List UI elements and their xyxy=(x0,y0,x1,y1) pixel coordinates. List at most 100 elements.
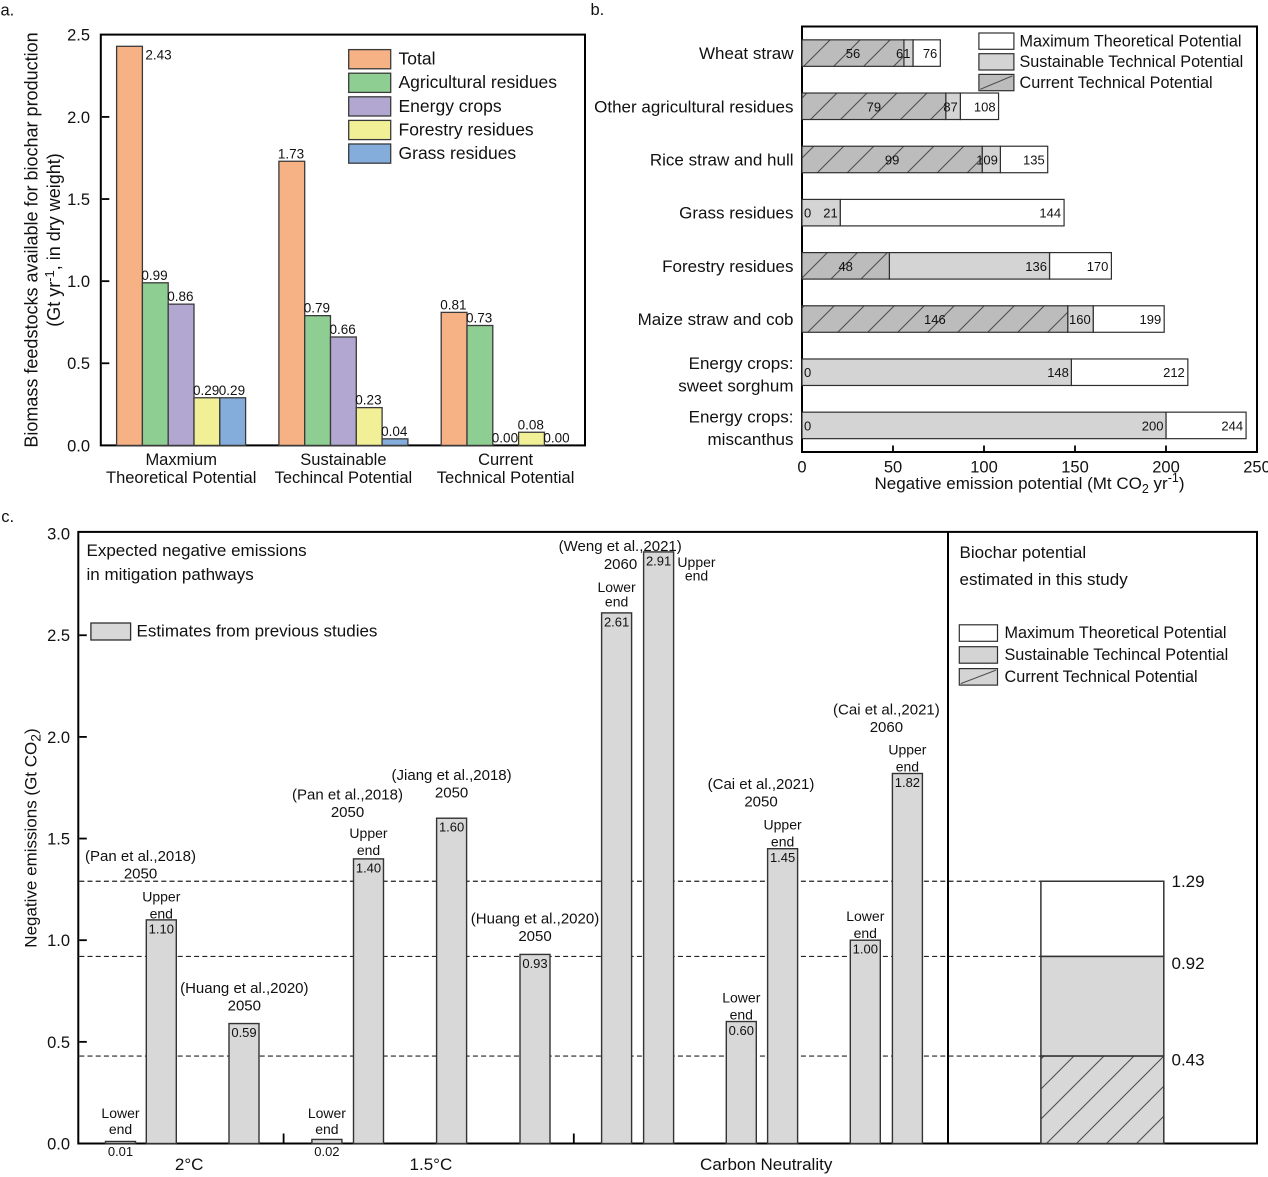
svg-text:56: 56 xyxy=(846,46,860,61)
svg-text:2050: 2050 xyxy=(124,866,157,883)
svg-text:0.43: 0.43 xyxy=(1172,1051,1205,1070)
svg-text:Lower: Lower xyxy=(308,1105,346,1121)
svg-text:sweet sorghum: sweet sorghum xyxy=(678,377,793,396)
svg-text:0.79: 0.79 xyxy=(304,301,330,316)
svg-text:Upper: Upper xyxy=(888,742,926,758)
svg-text:2050: 2050 xyxy=(435,785,468,802)
svg-text:Upper: Upper xyxy=(349,825,387,841)
svg-text:(Huang et al.,2020): (Huang et al.,2020) xyxy=(180,980,308,997)
svg-text:Upper: Upper xyxy=(764,817,802,833)
svg-text:0.00: 0.00 xyxy=(543,430,569,445)
svg-text:miscanthus: miscanthus xyxy=(708,430,794,449)
svg-text:0.92: 0.92 xyxy=(1172,954,1205,973)
svg-text:0.99: 0.99 xyxy=(141,268,167,283)
svg-text:Grass residues: Grass residues xyxy=(399,143,517,163)
svg-text:end: end xyxy=(109,1121,132,1137)
svg-text:Agricultural residues: Agricultural residues xyxy=(399,72,558,92)
svg-text:Wheat straw: Wheat straw xyxy=(699,44,794,63)
svg-text:1.60: 1.60 xyxy=(439,820,464,835)
svg-text:Energy crops:: Energy crops: xyxy=(689,407,794,426)
svg-text:end: end xyxy=(854,925,877,941)
svg-text:2.43: 2.43 xyxy=(145,47,171,62)
svg-text:199: 199 xyxy=(1139,312,1161,327)
svg-text:Upper: Upper xyxy=(677,554,715,570)
svg-text:108: 108 xyxy=(974,99,996,114)
svg-text:Negative emissions (Gt CO2): Negative emissions (Gt CO2) xyxy=(22,728,44,947)
svg-text:0.29: 0.29 xyxy=(193,383,219,398)
svg-text:212: 212 xyxy=(1163,365,1185,380)
svg-text:61: 61 xyxy=(896,46,910,61)
svg-text:2.0: 2.0 xyxy=(47,729,70,747)
svg-text:Technical Potential: Technical Potential xyxy=(437,469,575,487)
svg-text:Theoretical Potential: Theoretical Potential xyxy=(106,469,256,487)
svg-text:Current: Current xyxy=(478,451,533,469)
svg-text:Carbon Neutrality: Carbon Neutrality xyxy=(700,1155,833,1174)
svg-text:(Jiang et al.,2018): (Jiang et al.,2018) xyxy=(392,767,512,784)
svg-text:2060: 2060 xyxy=(870,719,903,736)
svg-text:2060: 2060 xyxy=(604,556,637,573)
svg-text:0.73: 0.73 xyxy=(466,311,492,326)
svg-text:Expected negative emissions: Expected negative emissions xyxy=(87,541,307,560)
svg-text:end: end xyxy=(771,834,794,850)
svg-text:2050: 2050 xyxy=(331,804,364,821)
svg-text:estimated in this study: estimated in this study xyxy=(960,570,1129,589)
svg-text:244: 244 xyxy=(1221,418,1243,433)
svg-text:2°C: 2°C xyxy=(175,1155,204,1174)
svg-text:2050: 2050 xyxy=(744,794,777,811)
svg-text:1.73: 1.73 xyxy=(278,146,304,161)
svg-text:(Weng et al.,2021): (Weng et al.,2021) xyxy=(559,538,682,555)
svg-text:Forestry residues: Forestry residues xyxy=(399,119,534,139)
svg-text:1.40: 1.40 xyxy=(356,860,381,875)
svg-text:(Cai et al.,2021): (Cai et al.,2021) xyxy=(833,702,940,719)
svg-text:end: end xyxy=(605,594,628,610)
svg-text:c.: c. xyxy=(1,508,14,526)
svg-text:1.5°C: 1.5°C xyxy=(410,1155,453,1174)
svg-text:end: end xyxy=(730,1007,753,1023)
svg-text:(Pan et al.,2018): (Pan et al.,2018) xyxy=(292,786,403,803)
svg-text:0.02: 0.02 xyxy=(314,1144,339,1159)
svg-text:2.91: 2.91 xyxy=(646,553,671,568)
svg-text:Energy crops:: Energy crops: xyxy=(689,354,794,373)
svg-text:Total: Total xyxy=(399,49,436,69)
svg-text:Energy crops: Energy crops xyxy=(399,96,502,116)
svg-text:a.: a. xyxy=(1,1,15,19)
svg-text:Techincal Potential: Techincal Potential xyxy=(275,469,413,487)
svg-text:1.45: 1.45 xyxy=(770,850,795,865)
svg-text:148: 148 xyxy=(1047,365,1069,380)
svg-text:79: 79 xyxy=(867,99,881,114)
svg-text:Estimates from previous studie: Estimates from previous studies xyxy=(137,621,378,640)
svg-text:87: 87 xyxy=(943,99,957,114)
svg-text:76: 76 xyxy=(923,46,937,61)
svg-text:200: 200 xyxy=(1142,418,1164,433)
svg-text:Maximum Theoretical Potential: Maximum Theoretical Potential xyxy=(1020,32,1242,50)
svg-text:1.5: 1.5 xyxy=(47,830,70,848)
svg-text:in mitigation pathways: in mitigation pathways xyxy=(87,565,254,584)
svg-text:0.08: 0.08 xyxy=(518,417,544,432)
svg-text:109: 109 xyxy=(976,153,998,168)
svg-text:Sustainable Technical Potentia: Sustainable Technical Potential xyxy=(1020,53,1244,71)
svg-text:1.29: 1.29 xyxy=(1172,872,1205,891)
svg-text:0.86: 0.86 xyxy=(167,289,193,304)
svg-text:0.0: 0.0 xyxy=(67,437,90,455)
svg-text:0.04: 0.04 xyxy=(381,424,408,439)
svg-text:2.0: 2.0 xyxy=(67,109,90,127)
svg-text:136: 136 xyxy=(1025,259,1047,274)
svg-text:Current Technical Potential: Current Technical Potential xyxy=(1020,74,1213,92)
svg-text:(Pan et al.,2018): (Pan et al.,2018) xyxy=(85,848,196,865)
svg-text:2.5: 2.5 xyxy=(67,27,90,45)
svg-text:end: end xyxy=(357,842,380,858)
svg-text:0.93: 0.93 xyxy=(522,956,547,971)
svg-text:2050: 2050 xyxy=(518,928,551,945)
svg-text:Lower: Lower xyxy=(846,908,884,924)
svg-text:170: 170 xyxy=(1087,259,1109,274)
svg-text:1.82: 1.82 xyxy=(895,775,920,790)
svg-text:Lower: Lower xyxy=(722,990,760,1006)
svg-text:250: 250 xyxy=(1243,458,1268,476)
svg-text:1.0: 1.0 xyxy=(67,273,90,291)
svg-text:end: end xyxy=(150,906,173,922)
svg-text:Negative emission potential (M: Negative emission potential (Mt CO2 yr-1… xyxy=(874,471,1184,496)
svg-text:end: end xyxy=(896,759,919,775)
svg-text:144: 144 xyxy=(1039,206,1061,221)
svg-text:Forestry residues: Forestry residues xyxy=(662,257,793,276)
svg-text:0.60: 0.60 xyxy=(729,1023,754,1038)
